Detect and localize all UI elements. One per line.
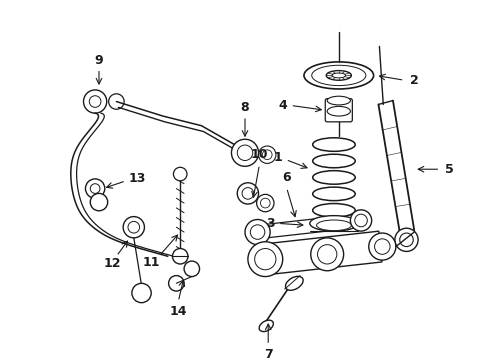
Circle shape (128, 221, 140, 233)
Ellipse shape (355, 214, 368, 227)
Ellipse shape (255, 248, 276, 270)
Ellipse shape (327, 106, 350, 116)
Ellipse shape (313, 203, 355, 217)
FancyBboxPatch shape (325, 99, 352, 122)
Ellipse shape (242, 188, 254, 199)
Text: 10: 10 (251, 148, 268, 161)
Circle shape (169, 276, 184, 291)
Ellipse shape (311, 238, 343, 271)
Ellipse shape (317, 220, 351, 231)
Text: 3: 3 (266, 217, 274, 230)
Text: 4: 4 (278, 99, 287, 112)
Text: 6: 6 (282, 171, 291, 184)
Ellipse shape (318, 245, 337, 264)
Ellipse shape (374, 239, 390, 254)
Ellipse shape (332, 73, 345, 78)
Polygon shape (257, 214, 362, 239)
Ellipse shape (310, 216, 358, 231)
Ellipse shape (326, 71, 351, 80)
Ellipse shape (248, 242, 283, 276)
Ellipse shape (259, 146, 276, 163)
Circle shape (90, 193, 108, 211)
Polygon shape (266, 231, 382, 275)
Ellipse shape (237, 145, 253, 161)
Ellipse shape (257, 194, 274, 212)
Ellipse shape (313, 171, 355, 184)
Circle shape (109, 94, 124, 109)
Text: 11: 11 (143, 256, 160, 269)
Circle shape (83, 90, 107, 113)
Text: 5: 5 (444, 163, 453, 176)
Circle shape (89, 96, 101, 107)
Ellipse shape (259, 320, 273, 332)
Text: 13: 13 (129, 172, 147, 185)
Ellipse shape (312, 65, 366, 86)
Circle shape (90, 184, 100, 193)
Circle shape (85, 179, 105, 198)
Text: 9: 9 (95, 54, 103, 67)
Ellipse shape (304, 62, 373, 89)
Text: 7: 7 (264, 348, 272, 360)
Ellipse shape (286, 276, 303, 290)
Circle shape (395, 228, 418, 251)
Circle shape (400, 233, 413, 247)
Ellipse shape (237, 183, 259, 204)
Ellipse shape (327, 96, 350, 105)
Text: 1: 1 (273, 151, 282, 164)
Circle shape (132, 283, 151, 303)
Ellipse shape (245, 220, 270, 245)
Circle shape (173, 167, 187, 181)
Text: 8: 8 (241, 101, 249, 114)
Ellipse shape (313, 154, 355, 168)
Circle shape (172, 248, 188, 264)
Ellipse shape (231, 139, 259, 166)
Circle shape (184, 261, 199, 276)
Ellipse shape (250, 225, 265, 239)
Text: 14: 14 (170, 305, 187, 318)
Ellipse shape (313, 138, 355, 151)
Circle shape (123, 217, 145, 238)
Ellipse shape (263, 150, 272, 159)
Text: 12: 12 (104, 257, 121, 270)
Ellipse shape (350, 210, 372, 231)
Ellipse shape (313, 187, 355, 201)
Ellipse shape (369, 233, 396, 260)
Ellipse shape (261, 198, 270, 208)
Text: 2: 2 (410, 74, 418, 87)
